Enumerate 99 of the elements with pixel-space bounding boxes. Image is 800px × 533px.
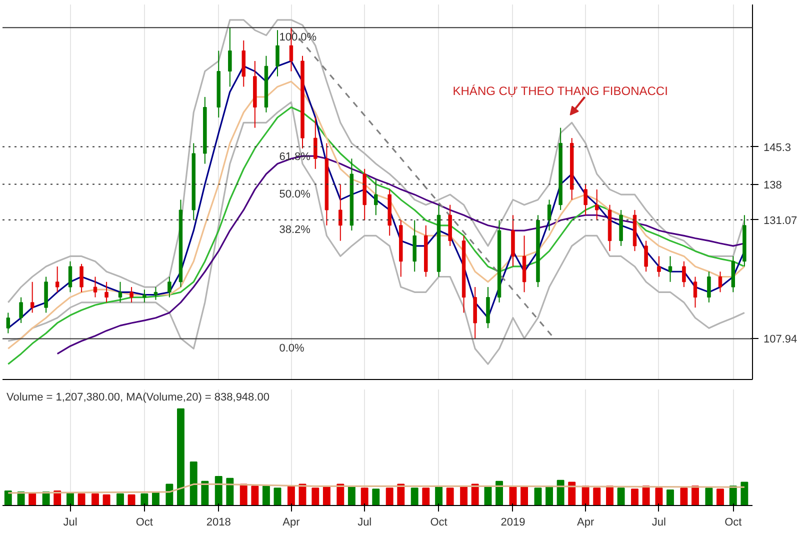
x-tick-label: Jul — [63, 516, 78, 528]
bar — [140, 493, 148, 506]
bar — [322, 486, 330, 506]
bar — [190, 462, 198, 506]
bar — [410, 488, 418, 506]
candlestick — [104, 281, 108, 303]
candlestick — [118, 281, 122, 303]
candlestick — [276, 30, 280, 77]
bar — [606, 486, 614, 506]
y-tick-label: 145.3 — [764, 142, 792, 154]
bar — [240, 484, 248, 506]
bar — [4, 490, 12, 506]
candlestick — [338, 184, 342, 242]
bar — [716, 488, 724, 506]
bar — [631, 488, 638, 506]
bar — [348, 486, 356, 506]
chart-title: Volume = 1,207,380.00, MA(Volume,20) = 838,948.00 — [6, 392, 270, 404]
bar — [496, 480, 503, 506]
bar — [251, 486, 259, 506]
candlestick — [130, 286, 134, 303]
bar — [201, 480, 209, 506]
x-tick-label: Apr — [282, 516, 300, 528]
bar — [92, 493, 99, 506]
bar — [78, 493, 86, 506]
x-tick-label: 2018 — [206, 516, 231, 528]
candlestick — [6, 312, 10, 334]
bar — [460, 486, 468, 506]
bar — [274, 488, 282, 506]
candlestick — [668, 256, 672, 282]
x-tick-label: Oct — [724, 516, 742, 528]
candlestick — [93, 276, 98, 298]
y-tick-label: 138 — [764, 179, 782, 192]
bar — [520, 486, 528, 506]
x-tick-label: 2019 — [500, 516, 526, 528]
candlestick — [644, 240, 648, 272]
candlestick — [142, 289, 146, 303]
y-tick-label: 131.07 — [764, 214, 798, 227]
candlestick — [594, 188, 599, 221]
bar — [422, 488, 430, 506]
bar — [740, 482, 748, 506]
bar — [642, 486, 650, 506]
bar — [166, 484, 174, 506]
bar — [534, 488, 542, 506]
candlestick — [314, 117, 318, 170]
annotation: KHÁNG CỰ THEO THANG FIBONACCI — [452, 84, 668, 98]
candlestick — [682, 260, 686, 288]
annotation: 38.2% — [279, 224, 311, 236]
bar — [226, 478, 234, 506]
x-tick-label: Apr — [577, 516, 594, 528]
candlestick — [80, 263, 84, 293]
bar — [360, 488, 368, 506]
candlestick — [68, 260, 72, 293]
candlestick — [718, 271, 722, 293]
bar — [729, 486, 737, 506]
bar — [705, 488, 713, 506]
bar — [666, 490, 674, 506]
candlestick — [693, 276, 698, 308]
bar — [397, 484, 405, 506]
x-tick-label: Jul — [358, 516, 372, 528]
bar — [177, 408, 184, 506]
candlestick — [154, 286, 158, 300]
line-series — [7, 19, 746, 304]
bar — [116, 493, 124, 506]
candlestick — [55, 266, 60, 293]
bar — [655, 488, 663, 506]
bar — [593, 488, 601, 506]
candlestick — [547, 199, 552, 232]
candlestick — [30, 281, 34, 314]
annotation: 0.0% — [279, 342, 304, 355]
bar — [128, 494, 136, 506]
bar — [556, 480, 564, 506]
candlestick — [584, 184, 588, 216]
bar — [471, 484, 479, 506]
bar — [336, 484, 344, 506]
bar — [446, 488, 454, 506]
bar — [435, 486, 443, 506]
bar — [372, 488, 380, 506]
bar — [617, 488, 625, 506]
bar — [568, 482, 576, 506]
bar — [262, 486, 270, 506]
bar — [386, 488, 394, 506]
bar — [692, 486, 699, 506]
x-tick-label: Oct — [136, 516, 154, 528]
y-tick-label: 107.94 — [764, 334, 798, 346]
bar — [546, 486, 553, 506]
candlestick — [707, 271, 711, 303]
bar — [287, 486, 295, 506]
candlestick — [228, 27, 232, 88]
bar — [214, 476, 222, 506]
candlestick — [657, 256, 661, 278]
candlestick — [168, 276, 172, 298]
bar — [680, 488, 688, 506]
candlestick — [19, 296, 23, 324]
bar — [312, 488, 320, 506]
x-tick-label: Jul — [652, 516, 666, 528]
x-tick-label: Oct — [430, 516, 448, 528]
annotation: 50.0% — [279, 188, 311, 200]
candlestick — [374, 178, 378, 216]
bar — [102, 494, 110, 506]
